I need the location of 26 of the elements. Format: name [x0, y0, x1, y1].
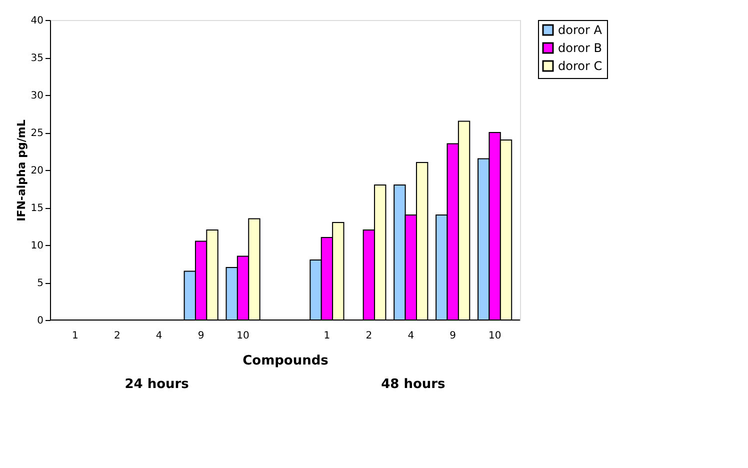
text: 48 hours — [381, 377, 446, 392]
x-tick-label: 10 — [488, 330, 502, 342]
y-axis-title: IFN-alpha pg/mL — [14, 120, 28, 222]
y-tick-label: 25 — [30, 128, 44, 139]
y-tick-label: 30 — [30, 90, 44, 102]
y-tick-label: 20 — [30, 166, 44, 176]
x-tick-label: 2 — [114, 330, 120, 342]
legend-label: doror B — [558, 41, 602, 55]
x-axis-title: Compounds — [242, 354, 329, 368]
y-tick-label: 0 — [37, 316, 44, 326]
y-tick-label: 35 — [30, 53, 44, 64]
text: 24 hours — [124, 377, 190, 392]
x-tick-label: 4 — [156, 330, 162, 342]
y-tick-label: 40 — [30, 16, 44, 26]
x-tick-label: 9 — [450, 330, 456, 342]
legend-label: doror C — [558, 59, 602, 73]
y-tick-label: 15 — [30, 203, 44, 214]
y-tick-label: 5 — [37, 278, 44, 289]
x-tick-label: 4 — [408, 330, 414, 342]
x-tick-label: 1 — [72, 330, 78, 342]
x-tick-label: 2 — [366, 330, 372, 342]
y-tick-label: 10 — [30, 240, 44, 252]
x-tick-label: 10 — [236, 330, 250, 342]
x-tick-label: 9 — [198, 330, 204, 342]
x-tick-label: 1 — [324, 330, 330, 342]
legend-label: doror A — [558, 23, 603, 37]
